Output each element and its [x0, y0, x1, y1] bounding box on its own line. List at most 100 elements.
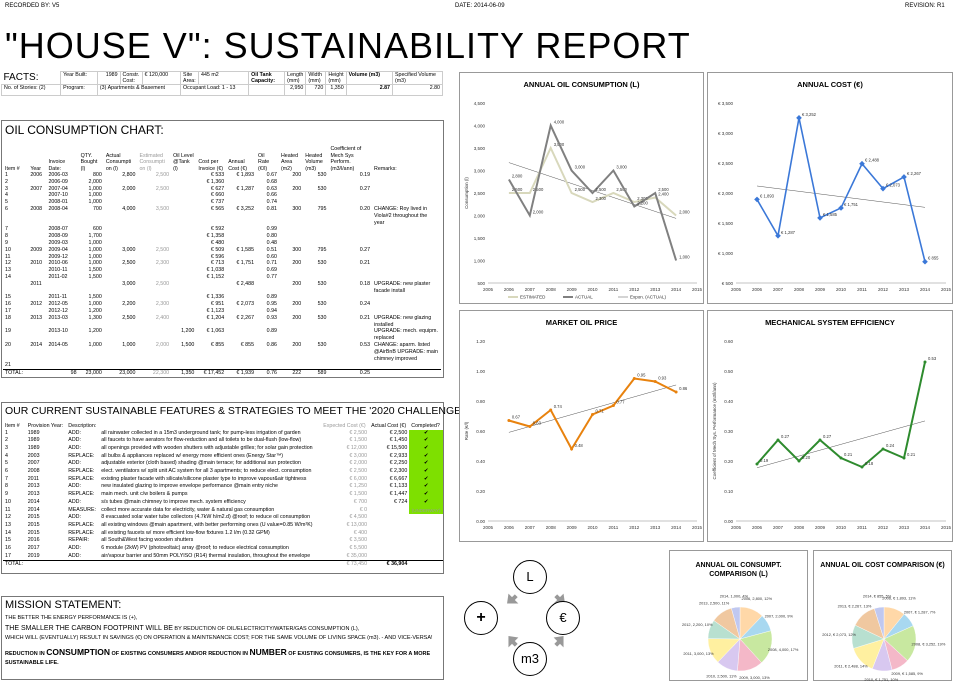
oil-cell [372, 192, 441, 199]
pie-label: 2013, € 2,267, 13% [838, 603, 872, 608]
oil-cell: € 1,123 [206, 307, 225, 314]
oil-cell: € 2,267 [236, 314, 255, 321]
oil-cell: 2009-04 [48, 246, 68, 253]
data-point [923, 360, 927, 364]
feature-cell: € 2,500 [349, 429, 368, 436]
oil-cell: 0.60 [266, 253, 277, 260]
data-point [528, 425, 532, 428]
mission-line-4c: OF EXISTING CONSUMERS AND/OR REDUCTION I… [110, 650, 250, 657]
annual-cost-chart: ANNUAL COST (€) € 500 € 1,000 € 1,500 € 2,00… [707, 72, 953, 304]
x-tick-label: 2005 [483, 287, 494, 292]
oil-cell [171, 233, 196, 240]
oil-cell: 1,200 [88, 328, 102, 335]
oil-cell: 800 [92, 172, 102, 178]
x-tick-label: 2014 [671, 525, 682, 530]
oil-cell: 0.77 [266, 273, 277, 280]
data-label: 2,500 [596, 187, 607, 192]
oil-cell [279, 179, 303, 186]
oil-cell: 200 [292, 260, 302, 267]
feature-cell: € 12,000 [346, 444, 368, 451]
y-tick-label: 500 [477, 281, 485, 286]
data-point [817, 215, 823, 221]
data-label: 0.53 [928, 356, 937, 361]
oil-column-header: Year [30, 165, 42, 172]
feature-cell: € 15,500 [386, 444, 408, 451]
oil-cell [171, 254, 196, 261]
oil-cell: 7 [5, 226, 8, 233]
table-row: 17 2019 ADD: air/vapour barrier and 50mm PO… [3, 553, 443, 561]
oil-cell [226, 267, 256, 274]
oil-cell [226, 328, 256, 342]
mission-line-4d: NUMBER [249, 646, 287, 657]
oil-cell: € 1,152 [206, 273, 225, 280]
table-row: 4 2003 REPLACE: all bulbs & appliances repl… [3, 452, 443, 461]
feature-cell: main mech. unit c/w boilers & pumps [101, 491, 188, 498]
x-tick-label: 2005 [483, 525, 494, 530]
feature-cell: € 3,500 [349, 537, 368, 544]
oil-cell [328, 328, 372, 342]
oil-cell: 2,300 [155, 260, 170, 267]
oil-cell: 0.19 [359, 172, 371, 178]
oil-cell: 700 [92, 205, 102, 212]
oil-cell: € 2,488 [236, 280, 255, 287]
table-row: 16 2017 ADD: 6 module (2kW) PV (photovoltai… [3, 545, 443, 553]
feature-cell [369, 514, 409, 522]
x-tick-label: 2007 [773, 287, 784, 292]
oil-cell [328, 233, 372, 240]
oil-consumption-table: Item # Year Invoice Date: QTY. Bought (l) Ac… [3, 146, 441, 377]
data-point [881, 447, 885, 451]
oil-cell [226, 199, 256, 206]
oil-cell: 530 [317, 185, 327, 192]
x-tick-label: 2015 [692, 525, 703, 530]
oil-cell [226, 362, 256, 369]
x-tick-label: 2009 [815, 287, 826, 292]
completed-check-icon: ✔ [409, 491, 443, 499]
oil-cell [104, 226, 138, 233]
oil-cell [104, 294, 138, 301]
table-row: 11 2009-12 1,000 € 596 0.60 [3, 254, 441, 261]
data-label: 2,000 [533, 210, 544, 215]
oil-cell [372, 240, 441, 247]
oil-column-header: Invoice Date: [48, 159, 66, 172]
oil-cell: € 509 [210, 246, 225, 253]
program-label: Program: [60, 84, 98, 96]
oil-cell: 1,300 [88, 314, 102, 321]
x-tick-label: 2007 [525, 287, 536, 292]
mission-section: MISSION STATEMENT: THE BETTER THE ENERGY… [1, 596, 444, 680]
oil-cell: 0.27 [359, 246, 371, 253]
oil-cell: 600 [92, 226, 102, 233]
feature-cell: s/s tubes @main chimney to improve mech.… [101, 498, 246, 505]
oil-cell [104, 254, 138, 261]
y-tick-label: 1.00 [476, 369, 485, 374]
oil-cell: € 2,073 [236, 301, 255, 308]
trend-line [508, 162, 677, 219]
pie-slice [874, 606, 885, 640]
feature-cell [369, 537, 409, 545]
oil-cell: 300 [292, 246, 302, 253]
oil-cell [171, 294, 196, 301]
oil-cell: 12 [5, 260, 11, 267]
y-tick-label: 0.20 [476, 489, 485, 494]
oil-cell [226, 226, 256, 233]
oil-cell: 2014-05 [48, 341, 68, 348]
oil-cell [137, 274, 171, 281]
site-value: 445 m2 [198, 71, 250, 85]
oil-cell [372, 308, 441, 315]
oil-cell: 0.71 [266, 260, 277, 267]
oil-cell: 2,500 [122, 260, 136, 267]
pie-label: 2010, 2,500, 11% [706, 673, 737, 678]
oil-cell: 2008-04 [48, 205, 68, 212]
oil-cell: 3 [5, 185, 8, 192]
oil-cell [171, 206, 196, 226]
mission-line-4b: CONSUMPTION [46, 646, 110, 657]
completed-check-icon: ✔ [409, 475, 443, 484]
oil-cell [303, 294, 328, 301]
feature-cell: REPLACE: [68, 521, 95, 528]
feature-column-header: Actual Cost (€) [371, 423, 407, 429]
table-row: 11 2014 MEASURE: collect more accurate data… [3, 506, 443, 515]
oil-cell [328, 294, 372, 301]
oil-cell: 0.27 [359, 185, 371, 192]
data-label: 2,500 [512, 187, 523, 192]
table-row: 12 2010 2010-06 1,000 2,500 2,300 € 713 € 1,751… [3, 260, 441, 267]
oil-cell: 5 [5, 199, 8, 206]
